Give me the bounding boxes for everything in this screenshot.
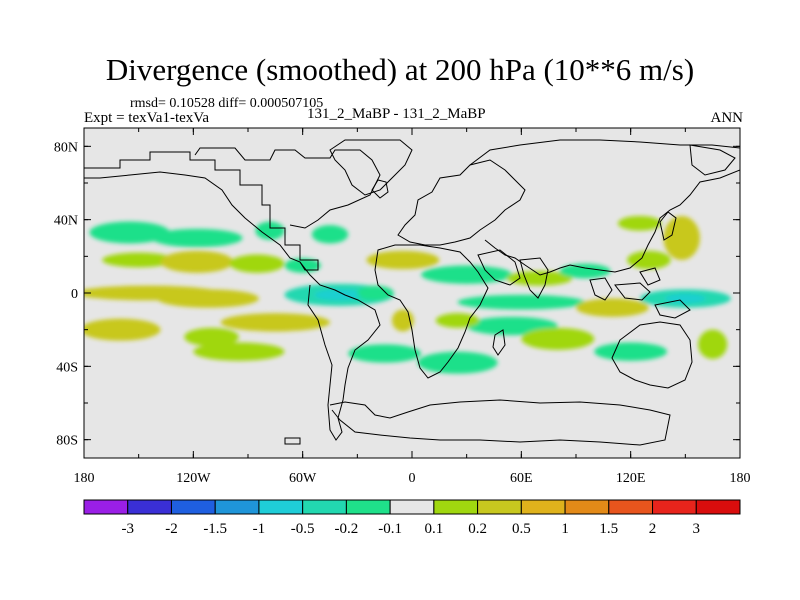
colorbar-label: -1 bbox=[253, 521, 266, 537]
colorbar-swatch bbox=[652, 499, 697, 515]
lon-axis: 180 120W 60W 0 60E 120E 180 bbox=[74, 128, 751, 486]
colorbar-swatch bbox=[477, 499, 522, 515]
field-blob bbox=[193, 342, 285, 361]
colorbar-label: -1.5 bbox=[203, 521, 227, 537]
field-core bbox=[596, 303, 629, 313]
colorbar-label: -2 bbox=[165, 521, 178, 537]
field-blob bbox=[521, 327, 595, 350]
rmsd-diff-stats: rmsd= 0.10528 diff= 0.000507105 bbox=[130, 96, 324, 111]
field-blob bbox=[698, 329, 728, 360]
field-blob bbox=[594, 342, 668, 361]
lon-label: 60E bbox=[510, 471, 533, 486]
colorbar-swatch bbox=[170, 499, 216, 515]
colorbar-label: 0.1 bbox=[424, 521, 443, 537]
field-blob bbox=[417, 351, 498, 374]
field-core bbox=[102, 324, 139, 336]
colorbar: -3 -2 -1.5 -1 -0.5 -0.2 -0.1 0.1 0.2 0.5 1 1.5 2 3 bbox=[83, 499, 741, 537]
lon-label: 0 bbox=[409, 471, 416, 486]
lat-label: 80S bbox=[56, 434, 78, 449]
field-core bbox=[386, 255, 420, 265]
lon-label: 120E bbox=[616, 471, 646, 486]
colorbar-label: -0.5 bbox=[291, 521, 315, 537]
lon-label: 180 bbox=[74, 471, 95, 486]
experiment-label: Expt = texVa1-texVa bbox=[84, 110, 210, 126]
field-core bbox=[397, 315, 408, 326]
colorbar-swatch bbox=[258, 499, 304, 515]
colorbar-swatch bbox=[214, 499, 260, 515]
field-blob bbox=[151, 228, 243, 248]
colorbar-swatch bbox=[302, 499, 347, 515]
colorbar-swatch bbox=[564, 499, 610, 515]
colorbar-label: 0.5 bbox=[512, 521, 531, 537]
field-blob bbox=[457, 294, 586, 310]
coastlines bbox=[84, 139, 740, 446]
colorbar-label: 2 bbox=[649, 521, 657, 537]
lat-axis: 80N 40N 0 40S 80S bbox=[54, 140, 740, 449]
field-core bbox=[180, 256, 214, 268]
lat-label: 40S bbox=[56, 360, 78, 375]
colorbar-label: 1 bbox=[561, 521, 569, 537]
colorbar-swatch bbox=[127, 499, 172, 515]
field-blob bbox=[255, 221, 285, 240]
season-label: ANN bbox=[710, 110, 744, 126]
lon-label: 120W bbox=[176, 471, 211, 486]
case-names: 131_2_MaBP - 131_2_MaBP bbox=[307, 106, 486, 122]
colorbar-label: -0.1 bbox=[378, 521, 402, 537]
colorbar-label: -3 bbox=[121, 521, 134, 537]
field-core bbox=[250, 317, 300, 327]
field-core bbox=[673, 227, 690, 249]
field-blob bbox=[89, 221, 170, 244]
colorbar-label: 3 bbox=[693, 521, 701, 537]
field-blob bbox=[348, 344, 422, 363]
field-blob bbox=[102, 252, 176, 268]
lat-label: 80N bbox=[54, 140, 78, 155]
colorbar-swatch bbox=[520, 499, 566, 515]
lon-label: 60W bbox=[289, 471, 317, 486]
field-blob bbox=[559, 263, 611, 279]
colorbar-label: -0.2 bbox=[335, 521, 359, 537]
colorbar-swatch bbox=[83, 499, 129, 515]
field-core bbox=[314, 289, 364, 301]
field-blob bbox=[435, 313, 480, 328]
colorbar-swatch bbox=[345, 499, 391, 515]
colorbar-swatch bbox=[389, 499, 435, 515]
field-blob bbox=[311, 225, 349, 244]
colorbar-label: 0.2 bbox=[468, 521, 487, 537]
field-core bbox=[184, 293, 231, 304]
field-blob bbox=[506, 271, 573, 286]
lon-label: 180 bbox=[730, 471, 751, 486]
field-blob bbox=[229, 254, 285, 273]
colorbar-swatch bbox=[433, 499, 479, 515]
field-blob bbox=[421, 265, 513, 284]
colorbar-swatch bbox=[695, 499, 741, 515]
lat-label: 40N bbox=[54, 214, 78, 229]
field-blob bbox=[627, 250, 671, 270]
field-blob bbox=[617, 216, 662, 231]
lat-label: 0 bbox=[71, 287, 78, 302]
field-blob bbox=[357, 285, 394, 301]
field-blob bbox=[184, 327, 239, 347]
plot-title: Divergence (smoothed) at 200 hPa (10**6 … bbox=[105, 52, 695, 87]
colorbar-label: 1.5 bbox=[599, 521, 618, 537]
colorbar-swatch bbox=[608, 499, 654, 515]
